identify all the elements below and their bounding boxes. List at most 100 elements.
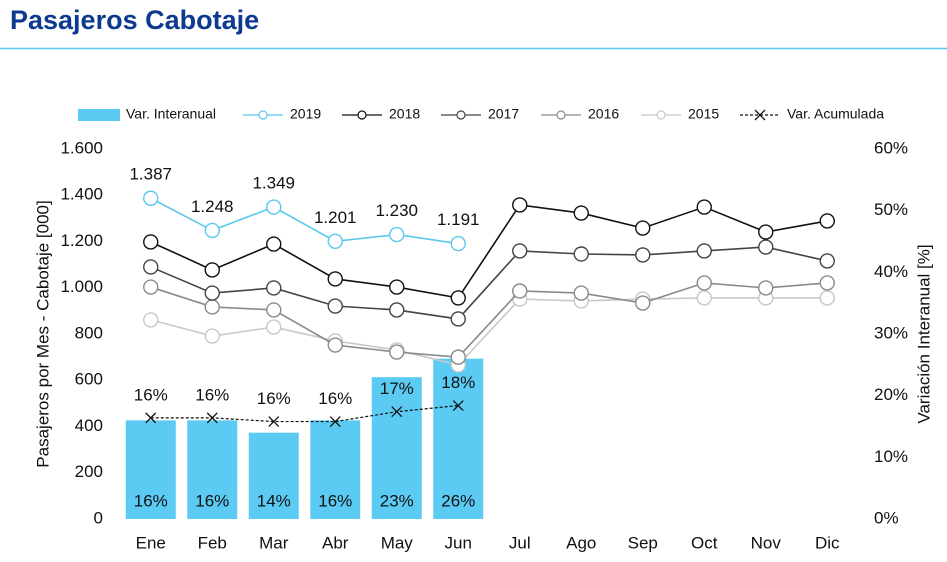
x-tick-label: Dic <box>815 533 840 552</box>
y-tick-label: 400 <box>75 416 103 435</box>
bar-label: 14% <box>257 491 291 510</box>
point <box>635 247 651 263</box>
point <box>635 295 651 311</box>
point <box>204 328 220 344</box>
y-tick-label: 1.000 <box>60 277 103 296</box>
point <box>389 226 405 243</box>
series-line <box>150 204 828 299</box>
cross-marker <box>452 400 464 411</box>
point <box>204 285 220 301</box>
data-label: 16% <box>318 389 352 408</box>
x-tick-label: Abr <box>322 533 349 552</box>
cross-marker <box>206 412 218 424</box>
data-label: 1.387 <box>129 165 172 184</box>
legend-label: 2019 <box>290 106 321 122</box>
legend-marker <box>656 110 666 120</box>
data-label: 1.201 <box>314 208 357 227</box>
bar <box>371 377 422 519</box>
point <box>450 311 466 327</box>
point <box>819 253 835 269</box>
y-tick-label: 800 <box>75 323 103 342</box>
x-tick-label: Ago <box>566 533 596 552</box>
point <box>204 262 220 278</box>
cross-marker <box>145 412 157 424</box>
point <box>573 246 589 262</box>
bar-label: 16% <box>318 491 352 510</box>
x-tick-label: Ene <box>136 533 166 552</box>
y2-tick-label: 50% <box>874 200 908 219</box>
point <box>573 285 589 301</box>
point <box>389 279 405 295</box>
cross-marker <box>329 416 341 428</box>
legend-marker <box>456 110 466 120</box>
y2-tick-label: 40% <box>874 262 908 281</box>
x-tick-label: Oct <box>691 533 718 552</box>
data-label: 1.248 <box>191 197 234 216</box>
point <box>266 280 282 296</box>
bar-label: 26% <box>441 491 475 510</box>
point <box>450 235 466 252</box>
y2-tick-label: 0% <box>874 508 899 527</box>
point <box>696 243 712 259</box>
point <box>758 224 774 240</box>
legend-label: Var. Acumulada <box>787 106 884 122</box>
chart-title: Pasajeros Cabotaje <box>10 5 259 35</box>
x-tick-label: Nov <box>751 533 782 552</box>
x-tick-label: Feb <box>198 533 227 552</box>
data-label: 1.191 <box>437 210 480 229</box>
legend-marker <box>556 110 566 120</box>
legend-swatch <box>78 109 120 121</box>
legend-marker <box>357 110 367 120</box>
legend-marker <box>258 110 268 120</box>
point <box>204 299 220 315</box>
data-label: 1.349 <box>252 174 295 193</box>
series-line <box>150 282 828 358</box>
bar <box>248 432 299 519</box>
point <box>819 213 835 229</box>
series-line <box>150 404 459 423</box>
legend-label: 2015 <box>688 106 719 122</box>
data-label: 16% <box>195 385 229 404</box>
bar-label: 16% <box>195 491 229 510</box>
cross-marker <box>754 109 766 121</box>
y-tick-label: 1.600 <box>60 138 103 157</box>
y-axis-label: Pasajeros por Mes - Cabotaje [000] <box>33 200 52 467</box>
point <box>758 239 774 255</box>
legend-label: 2018 <box>389 106 420 122</box>
data-label: 16% <box>134 385 168 404</box>
point <box>635 220 651 236</box>
series-line <box>150 246 828 320</box>
y-tick-label: 0 <box>94 508 103 527</box>
y-tick-label: 1.200 <box>60 231 103 250</box>
x-tick-label: Jul <box>509 533 531 552</box>
cross-marker <box>391 406 403 418</box>
point <box>389 344 405 360</box>
y-tick-label: 1.400 <box>60 185 103 204</box>
y-tick-label: 200 <box>75 462 103 481</box>
legend-label: 2017 <box>488 106 519 122</box>
x-tick-label: Sep <box>628 533 658 552</box>
point <box>327 337 343 353</box>
y2-tick-label: 10% <box>874 447 908 466</box>
point <box>450 349 466 365</box>
point <box>143 259 159 275</box>
point <box>512 243 528 259</box>
point <box>696 275 712 291</box>
point <box>143 279 159 295</box>
bar <box>187 420 238 519</box>
y2-tick-label: 20% <box>874 385 908 404</box>
y2-axis-label: Variación Interanual [%] <box>914 244 933 423</box>
point <box>266 236 282 252</box>
point <box>143 234 159 250</box>
x-tick-label: Jun <box>445 533 472 552</box>
data-label: 16% <box>257 389 291 408</box>
data-label: 18% <box>441 373 475 392</box>
point <box>266 199 282 215</box>
bar-label: 16% <box>134 491 168 510</box>
point <box>327 271 343 287</box>
series-line <box>150 197 459 245</box>
point <box>819 275 835 291</box>
y-tick-label: 600 <box>75 370 103 389</box>
legend-label: 2016 <box>588 106 619 122</box>
